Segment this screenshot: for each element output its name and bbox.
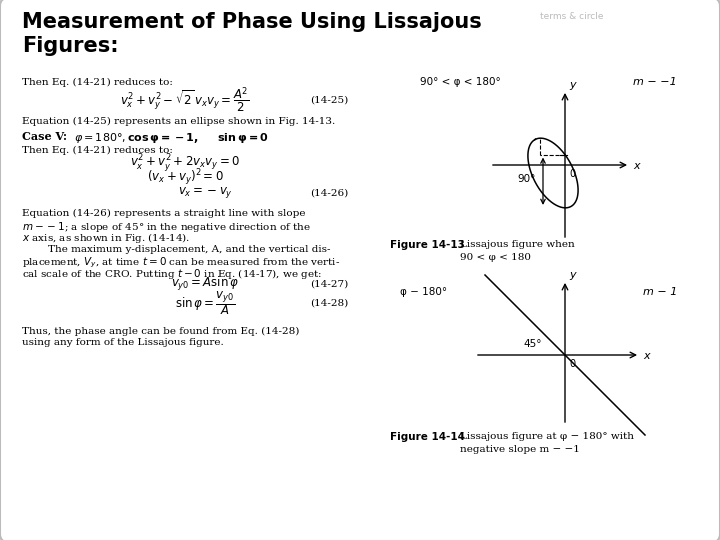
Text: The maximum y-displacement, A, and the vertical dis-: The maximum y-displacement, A, and the v… xyxy=(22,245,330,254)
Text: $\varphi = 180°,$: $\varphi = 180°,$ xyxy=(74,131,126,145)
Text: (14-25): (14-25) xyxy=(310,96,348,105)
Text: $m - -1$; a slope of 45° in the negative direction of the: $m - -1$; a slope of 45° in the negative… xyxy=(22,220,311,234)
Text: $v_x^2 + v_y^2 - \sqrt{2}\,v_x v_y = \dfrac{A^2}{2}$: $v_x^2 + v_y^2 - \sqrt{2}\,v_x v_y = \df… xyxy=(120,85,250,114)
Text: $\sin\varphi = \dfrac{v_{y0}}{A}$: $\sin\varphi = \dfrac{v_{y0}}{A}$ xyxy=(175,289,235,317)
Text: (14-27): (14-27) xyxy=(310,280,348,288)
Text: Lissajous figure at φ − 180° with: Lissajous figure at φ − 180° with xyxy=(460,432,634,441)
Text: $v_x^2 + v_y^2 + 2v_x v_y = 0$: $v_x^2 + v_y^2 + 2v_x v_y = 0$ xyxy=(130,152,240,174)
Text: 90° < φ < 180°: 90° < φ < 180° xyxy=(420,77,500,87)
Text: m − −1: m − −1 xyxy=(633,77,677,87)
Text: 0: 0 xyxy=(569,359,575,369)
Text: Case V:: Case V: xyxy=(22,131,71,142)
Text: 45°: 45° xyxy=(523,339,541,349)
Text: 90 < φ < 180: 90 < φ < 180 xyxy=(460,253,531,262)
Text: Measurement of Phase Using Lissajous
Figures:: Measurement of Phase Using Lissajous Fig… xyxy=(22,12,482,56)
Text: using any form of the Lissajous figure.: using any form of the Lissajous figure. xyxy=(22,338,224,347)
Text: $\mathbf{sin\,\varphi = 0}$: $\mathbf{sin\,\varphi = 0}$ xyxy=(217,131,269,145)
Text: Then Eq. (14-21) reduces to:: Then Eq. (14-21) reduces to: xyxy=(22,78,173,87)
Text: $(v_x + v_y)^2 = 0$: $(v_x + v_y)^2 = 0$ xyxy=(147,168,223,188)
Text: y: y xyxy=(569,80,575,90)
Text: Figure 14-14: Figure 14-14 xyxy=(390,432,465,442)
Text: 0: 0 xyxy=(569,169,575,179)
Text: $\mathbf{cos\,\varphi = -1,}$: $\mathbf{cos\,\varphi = -1,}$ xyxy=(127,131,199,145)
Text: (14-28): (14-28) xyxy=(310,299,348,307)
Text: negative slope m − −1: negative slope m − −1 xyxy=(460,445,580,454)
Text: Then Eq. (14-21) reduces to:: Then Eq. (14-21) reduces to: xyxy=(22,146,173,155)
Text: $v_{y0} = A\sin\varphi$: $v_{y0} = A\sin\varphi$ xyxy=(171,275,239,293)
Text: $x$ axis, as shown in Fig. (14-14).: $x$ axis, as shown in Fig. (14-14). xyxy=(22,231,190,245)
Text: Equation (14-26) represents a straight line with slope: Equation (14-26) represents a straight l… xyxy=(22,209,305,218)
Text: placement, $V_y$, at time $t = 0$ can be measured from the verti-: placement, $V_y$, at time $t = 0$ can be… xyxy=(22,256,340,271)
Text: y: y xyxy=(569,270,575,280)
Text: cal scale of the CRO. Putting $t - 0$ in Eq. (14-17), we get:: cal scale of the CRO. Putting $t - 0$ in… xyxy=(22,267,323,281)
Text: Lissajous figure when: Lissajous figure when xyxy=(460,240,575,249)
Text: terms & circle: terms & circle xyxy=(540,12,603,21)
Text: x: x xyxy=(633,161,639,171)
Text: x: x xyxy=(643,351,649,361)
Text: m − 1: m − 1 xyxy=(643,287,678,297)
Text: $v_x = -v_y$: $v_x = -v_y$ xyxy=(178,186,233,200)
Text: Thus, the phase angle can be found from Eq. (14-28): Thus, the phase angle can be found from … xyxy=(22,327,300,336)
Text: Figure 14-13: Figure 14-13 xyxy=(390,240,465,250)
Text: Equation (14-25) represents an ellipse shown in Fig. 14-13.: Equation (14-25) represents an ellipse s… xyxy=(22,117,336,126)
Text: 90°: 90° xyxy=(517,174,536,184)
Text: (14-26): (14-26) xyxy=(310,188,348,198)
Text: φ − 180°: φ − 180° xyxy=(400,287,447,297)
